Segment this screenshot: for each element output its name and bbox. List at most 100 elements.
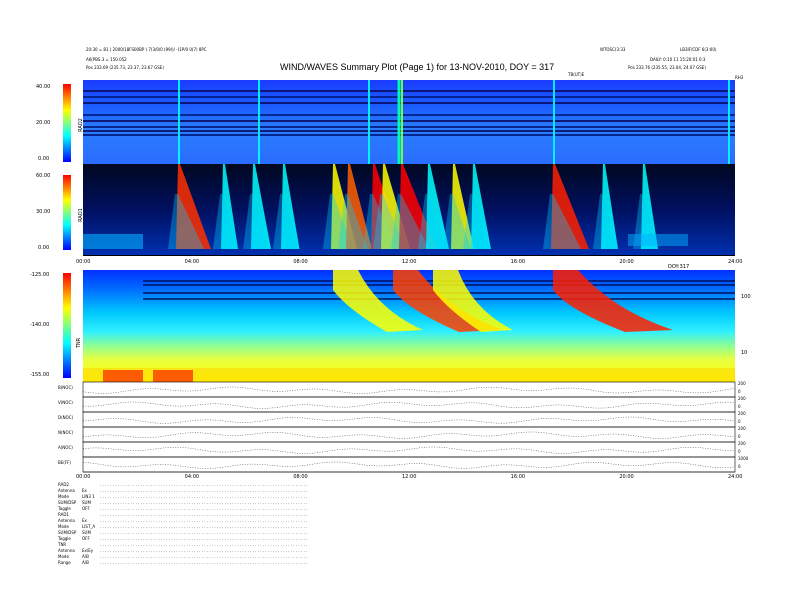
rad1-burst-halo: [243, 194, 269, 249]
rad1-type3-burst: [346, 164, 372, 249]
rad1-type3-burst: [426, 164, 449, 249]
rad-time-axis: [83, 255, 735, 256]
line-panel-right-tick: 1000: [738, 456, 749, 461]
header-meta-right3: DAILY: 0:10 11 15:20:01 0:3: [650, 57, 706, 62]
tnr-colorbar: [63, 273, 71, 378]
rad1-type3-burst: [251, 164, 271, 249]
footer-dot-row: . . . . . . . . . . . . . . . . . . . . …: [100, 495, 308, 499]
rad1-burst-halo: [273, 194, 298, 249]
rad1-type3-burst: [281, 164, 300, 249]
rad1-noise-patch: [628, 234, 688, 246]
footer-dot-row: . . . . . . . . . . . . . . . . . . . . …: [100, 561, 308, 565]
rad2-burst-line: [368, 80, 370, 164]
line-panel-frame: [82, 411, 736, 428]
footer-dot-row: . . . . . . . . . . . . . . . . . . . . …: [100, 555, 308, 559]
footer-dot-row: . . . . . . . . . . . . . . . . . . . . …: [100, 537, 308, 541]
tnr-burst: [433, 270, 513, 332]
header-meta-right1: WTOSC(3:33: [600, 47, 626, 52]
footer-key: Mode: [58, 524, 69, 529]
line-panel-frame: [82, 396, 736, 413]
rad1-burst-halo: [443, 194, 471, 249]
footer-value: A/B: [82, 560, 89, 565]
footer-dot-row: . . . . . . . . . . . . . . . . . . . . …: [100, 501, 308, 505]
rad1-burst-halo: [463, 194, 489, 249]
line-panel-trace: [82, 386, 736, 394]
footer-key: Toggle: [58, 536, 71, 541]
header-meta-line1: 20:30 = 81 ( 2000/18FS00BP ) 7(3/0/0 (99…: [86, 47, 207, 52]
footer-key: RAD1: [58, 512, 69, 517]
bottom-time-label: 20:00: [619, 474, 634, 480]
header-position-right: Pos 233.76 (235.55, 23.04, 24.07 GSE): [628, 65, 706, 70]
rad1-burst-halo: [593, 194, 617, 249]
rad2-burst-line: [728, 80, 730, 164]
rad2-burst-line: [178, 80, 180, 164]
footer-value: A/B: [82, 554, 89, 559]
rad1-type3-burst: [451, 164, 474, 249]
tbs-label: TB(UT)E: [568, 72, 585, 77]
rad1-type3-burst: [221, 164, 238, 249]
tnr-right-tick-100: 100: [741, 294, 751, 300]
line-panel-frame: [82, 426, 736, 443]
line-panel-right-tick: 200: [738, 381, 746, 386]
footer-dot-row: . . . . . . . . . . . . . . . . . . . . …: [100, 507, 308, 511]
rad1-type3-burst: [601, 164, 618, 249]
rad-time-label: 00:00: [76, 259, 91, 265]
rad-time-label: 08:00: [293, 259, 308, 265]
footer-key: RAD2: [58, 482, 69, 487]
rad1-type3-burst: [551, 164, 589, 249]
line-panel-trace: [82, 461, 736, 469]
line-panel-label: A(NOC): [58, 445, 73, 450]
page-title: WIND/WAVES Summary Plot (Page 1) for 13-…: [280, 62, 555, 72]
footer-dot-row: . . . . . . . . . . . . . . . . . . . . …: [100, 489, 308, 493]
footer-value: LIST_A: [82, 524, 96, 529]
footer-dot-row: . . . . . . . . . . . . . . . . . . . . …: [100, 483, 308, 487]
rad2-band-stripe: [83, 130, 735, 132]
rad-time-label: 20:00: [619, 259, 634, 265]
line-panel-right-tick: 0: [738, 464, 741, 469]
rad-time-label: 04:00: [184, 259, 200, 265]
footer-key: SUM/DSP: [58, 500, 77, 505]
footer-value: OFF: [82, 506, 90, 511]
line-panel-right-tick: 0: [738, 389, 741, 394]
rad-time-label: 12:00: [402, 259, 417, 265]
rad1-burst-halo: [373, 194, 405, 249]
rad1-burst-halo: [323, 194, 353, 249]
footer-value: OFF: [82, 536, 90, 541]
line-panel-right-tick: 0: [738, 404, 741, 409]
footer-value: SUM: [82, 530, 91, 535]
rad2-ytick-bottom: 0.00: [38, 156, 50, 162]
tnr-burst: [553, 270, 673, 332]
footer-value: LIN3 1: [82, 494, 95, 499]
tnr-low-band: [83, 368, 735, 382]
bottom-time-label: 04:00: [184, 474, 200, 480]
rad2-burst-glow: [397, 80, 403, 164]
footer-key: Antenna: [58, 488, 75, 493]
rad2-band-stripe: [83, 90, 735, 92]
rad2-spectrogram-features: [83, 80, 735, 164]
rad-time-label: 24:00: [728, 259, 743, 265]
tnr-ytick-mid: -140.00: [30, 322, 50, 328]
footer-key: Antenna: [58, 518, 75, 523]
rad1-burst-halo: [168, 194, 204, 249]
rad1-burst-halo: [213, 194, 237, 249]
footer-key: Mode: [58, 554, 69, 559]
line-panel-right-tick: 0: [738, 449, 741, 454]
line-panel-label: D(NOC): [58, 415, 74, 420]
line-panel-frame: [82, 441, 736, 458]
line-panel-right-tick: 200: [738, 396, 746, 401]
rad2-ytick-mid: 20.00: [36, 120, 51, 126]
footer-dot-row: . . . . . . . . . . . . . . . . . . . . …: [100, 549, 308, 553]
line-panel-label: B(NOC): [58, 385, 73, 390]
line-panel-label: BE(FF): [58, 460, 71, 465]
footer-key: Mode: [58, 494, 69, 499]
doy-label-1: DOY:317: [668, 264, 690, 270]
line-panel-right-tick: 200: [738, 441, 746, 446]
tnr-right-tick-10: 10: [741, 350, 748, 356]
rad2-band-stripe: [83, 126, 735, 128]
line-panel-right-tick: 0: [738, 434, 741, 439]
footer-key: SUM/DSP: [58, 530, 77, 535]
rad2-band-stripe: [83, 96, 735, 98]
bottom-time-label: 24:00: [728, 474, 743, 480]
rad2-ytick-top: 40.00: [36, 84, 51, 90]
footer-value: SUM: [82, 500, 91, 505]
